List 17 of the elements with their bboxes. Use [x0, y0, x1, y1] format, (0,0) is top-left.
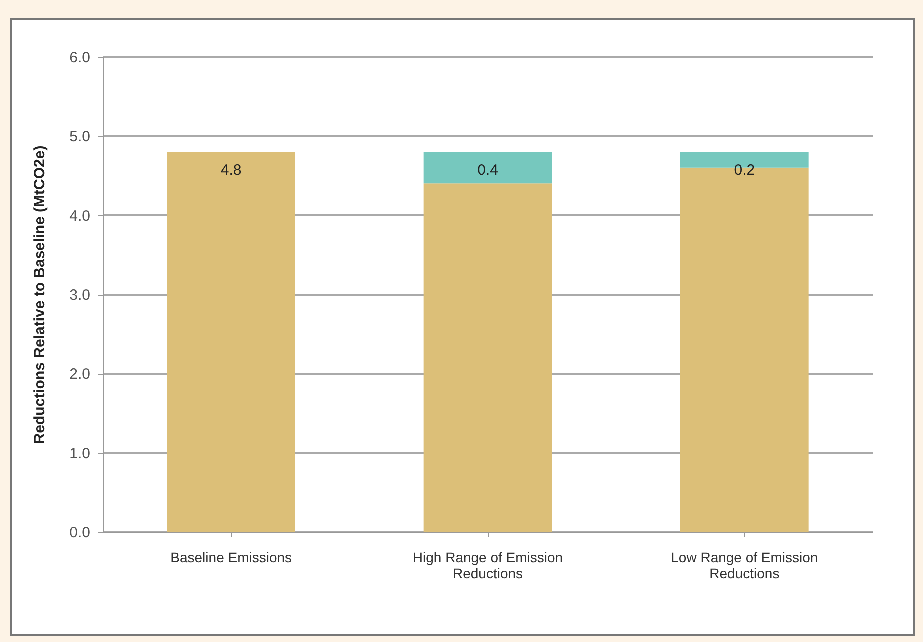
x-tick-label: High Range of Emission Reductions [412, 550, 564, 582]
y-tick-label: 0.0 [70, 524, 90, 542]
y-tick-label: 2.0 [70, 366, 90, 384]
data-label: 0.2 [734, 162, 756, 179]
x-tick-label: Baseline Emissions [170, 550, 292, 566]
x-tick-label: Low Range of Emission Reductions [671, 550, 818, 582]
y-tick-label: 4.0 [70, 208, 90, 225]
bar [424, 184, 552, 532]
y-tick-label: 1.0 [70, 445, 90, 462]
y-tick-label: 3.0 [70, 287, 90, 304]
data-label: 0.4 [478, 162, 498, 179]
y-axis-title: Reductions Relative to Baseline (MtCO2e) [32, 146, 49, 444]
y-tick-label: 5.0 [70, 128, 90, 146]
bar [424, 152, 552, 184]
bar [167, 152, 296, 532]
y-tick-label: 6.0 [70, 50, 90, 66]
data-label: 4.8 [220, 162, 242, 179]
